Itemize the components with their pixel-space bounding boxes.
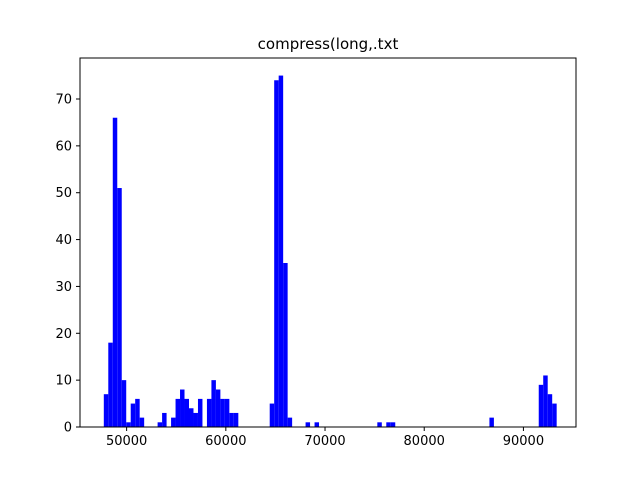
y-tick-label: 70 [55,93,72,108]
histogram-bar [552,403,557,427]
histogram-bar [189,408,194,427]
histogram-bar [269,403,275,427]
histogram-bar [274,80,279,427]
histogram-bar [117,188,122,427]
plot-frame [79,57,577,428]
histogram-bar [121,380,127,427]
histogram-bar [543,375,548,427]
histogram-bar [193,412,198,427]
histogram-bar [229,412,234,427]
histogram-bar [139,417,145,427]
y-tick-label: 40 [55,233,72,248]
y-axis: 0 10 20 30 40 50 60 70 [55,93,80,436]
histogram-bar [197,398,203,427]
histogram-bar [489,417,494,427]
histogram-bar [180,389,185,427]
histogram-bar [220,398,225,427]
histogram-bar [126,422,131,427]
y-tick-label: 50 [55,186,72,201]
histogram-bar [215,389,221,427]
histogram-bar [157,422,163,427]
histogram-bar [233,412,239,427]
histogram-bar [175,398,181,427]
histogram-bar [135,398,140,427]
histogram-bar [103,394,109,427]
histogram-bar [206,398,212,427]
y-tick-label: 0 [64,421,72,436]
y-tick-label: 20 [55,327,72,342]
histogram-bar [184,398,189,427]
histogram-bar [162,412,167,427]
histogram-bar [112,117,118,428]
histogram-bar [377,422,382,427]
histogram-bar [130,403,136,427]
histogram-bar [171,417,176,427]
histogram-bar [211,380,216,427]
x-tick-label: 50000 [106,434,147,449]
histogram-bar [108,342,113,427]
x-axis: 50000 60000 70000 80000 90000 [106,427,544,449]
x-tick-label: 60000 [205,434,246,449]
histogram-bar [386,422,391,427]
histogram-bar [547,394,553,427]
histogram-bar [390,422,396,427]
bars-group [103,75,557,428]
x-tick-label: 90000 [503,434,544,449]
chart-title: compress(long,.txt [258,35,399,53]
histogram-bar [305,422,311,427]
x-tick-label: 80000 [404,434,445,449]
histogram-bar [278,75,284,427]
y-tick-label: 60 [55,139,72,154]
x-tick-label: 70000 [304,434,345,449]
y-tick-label: 10 [55,374,72,389]
histogram-bar [314,422,320,427]
histogram-bar [283,263,288,427]
histogram-bar [538,384,544,427]
histogram-bar [224,398,230,427]
y-tick-label: 30 [55,280,72,295]
histogram-bar [287,417,293,427]
